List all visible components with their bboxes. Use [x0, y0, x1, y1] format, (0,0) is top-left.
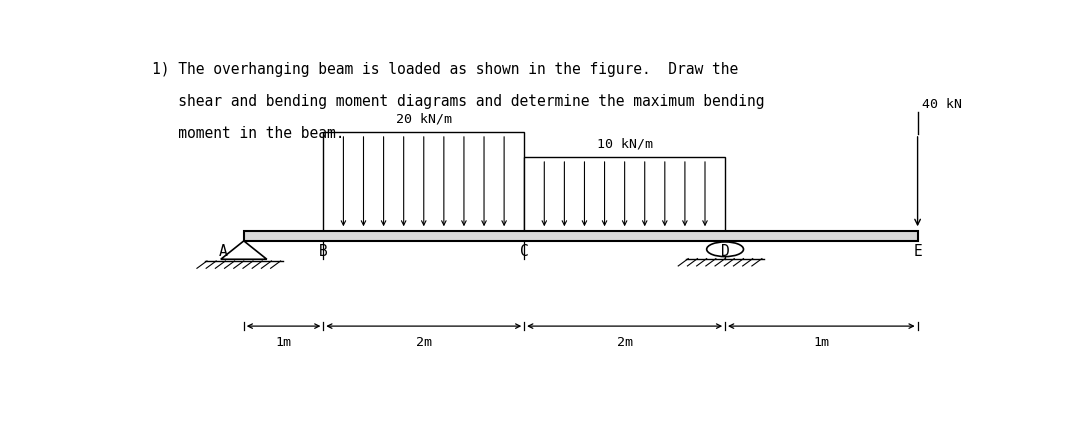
Text: B: B — [319, 244, 327, 259]
Text: 1m: 1m — [813, 336, 829, 349]
Text: 10 kN/m: 10 kN/m — [596, 138, 652, 151]
Text: 2m: 2m — [416, 336, 432, 349]
Polygon shape — [220, 241, 267, 259]
Text: moment in the beam.: moment in the beam. — [151, 125, 345, 141]
Circle shape — [706, 242, 743, 256]
Text: 1) The overhanging beam is loaded as shown in the figure.  Draw the: 1) The overhanging beam is loaded as sho… — [151, 62, 738, 77]
Text: E: E — [914, 244, 922, 259]
Text: 1m: 1m — [275, 336, 292, 349]
Text: A: A — [218, 244, 227, 259]
Bar — [524, 158, 725, 231]
Text: shear and bending moment diagrams and determine the maximum bending: shear and bending moment diagrams and de… — [151, 94, 765, 109]
Text: C: C — [519, 244, 528, 259]
Bar — [244, 231, 918, 241]
Bar — [323, 132, 524, 231]
Text: D: D — [720, 244, 729, 259]
Text: 40 kN: 40 kN — [922, 98, 962, 111]
Text: 20 kN/m: 20 kN/m — [395, 112, 451, 125]
Text: 2m: 2m — [617, 336, 633, 349]
